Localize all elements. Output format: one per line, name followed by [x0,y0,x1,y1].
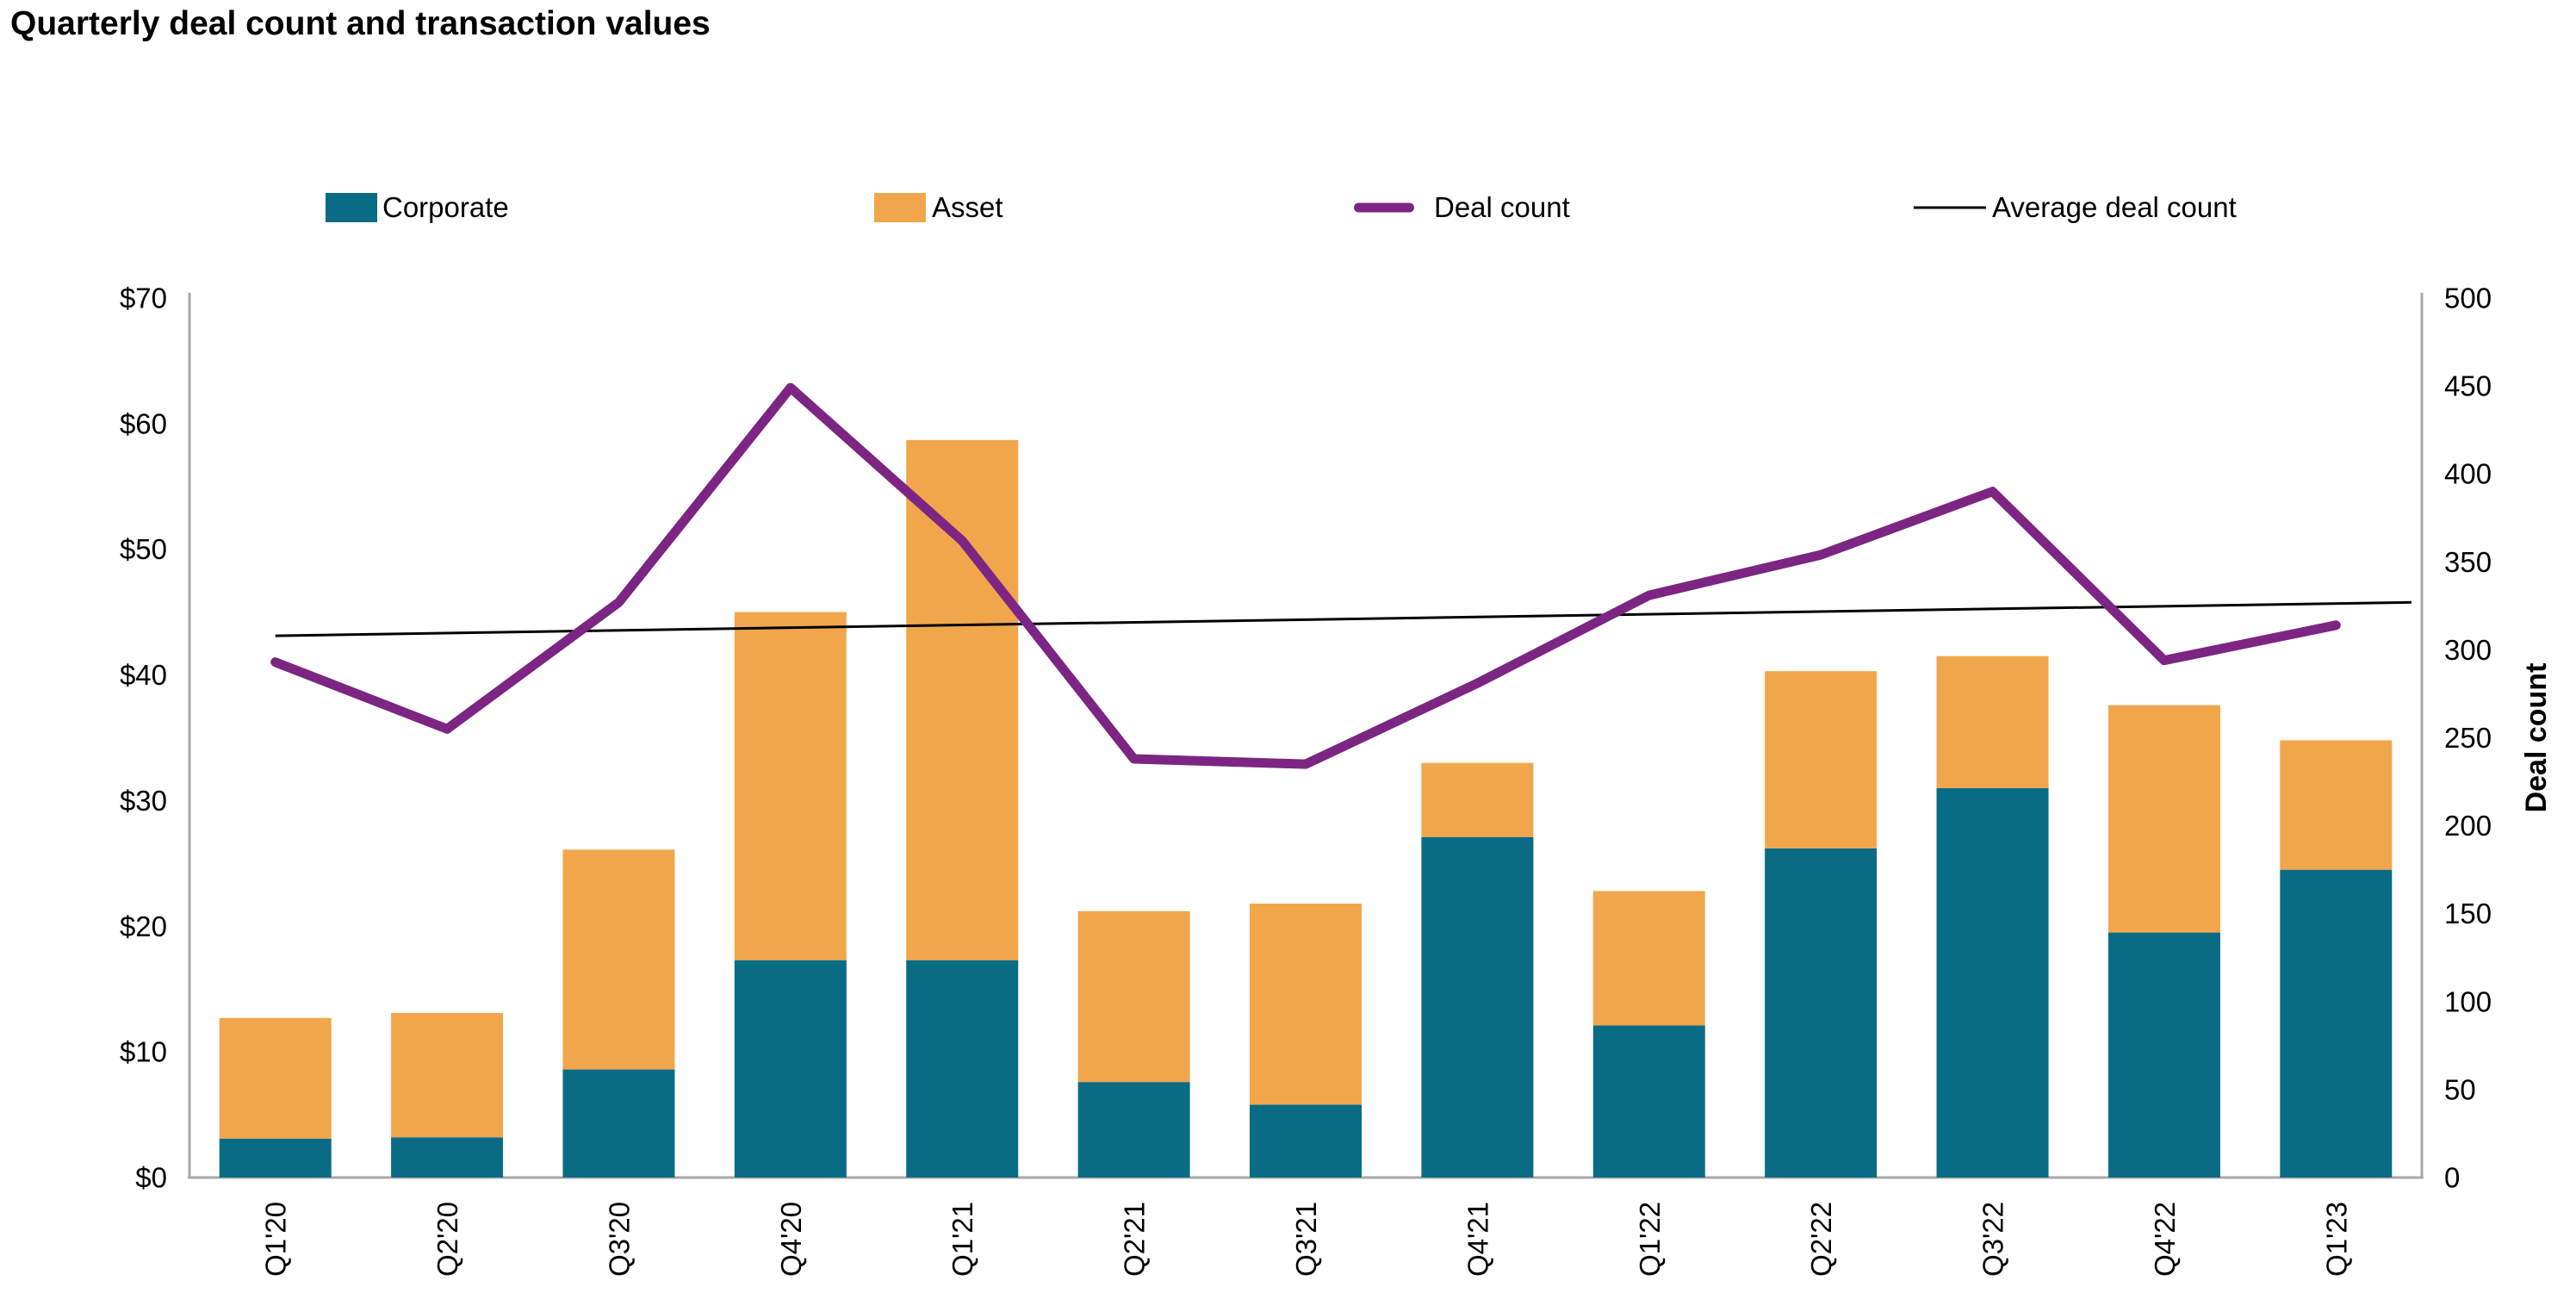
legend-deal-count-label: Deal count [1434,191,1570,223]
asset-bar-segment [1421,762,1534,837]
x-axis-label: Q4'20 [775,1202,807,1277]
right-axis-tick-label: 0 [2444,1162,2460,1194]
left-axis-tick-label: $30 [120,785,167,817]
right-axis-tick-label: 450 [2444,370,2492,402]
x-axis-label: Q1'22 [1634,1202,1666,1277]
corporate-bar-segment [1765,848,1878,1178]
corporate-bar-segment [1077,1082,1190,1178]
right-axis-tick-label: 200 [2444,810,2492,842]
legend-deal-count-swatch [1354,202,1414,213]
corporate-bar-segment [219,1138,332,1178]
corporate-bar-segment [1592,1025,1705,1178]
right-axis-title: Deal count [2520,663,2553,813]
right-axis-tick-label: 150 [2444,898,2492,929]
x-axis-label: Q1'20 [260,1202,292,1277]
right-axis-tick-label: 500 [2444,283,2492,314]
asset-bar-segment [1765,671,1878,848]
right-axis-tick-label: 400 [2444,458,2492,490]
legend-asset-label: Asset [932,191,1003,223]
left-axis-tick-label: $40 [120,659,167,691]
x-axis-label: Q3'21 [1290,1202,1322,1277]
x-axis-label: Q3'22 [1977,1202,2009,1277]
x-axis-label: Q4'21 [1462,1202,1493,1277]
corporate-bar-segment [1421,836,1534,1178]
left-axis-tick-label: $50 [120,533,167,565]
legend-average-deal-count-swatch [1914,206,1986,209]
right-axis-tick-label: 350 [2444,546,2492,578]
legend-corporate-label: Corporate [382,191,509,223]
x-axis-label: Q2'22 [1805,1202,1837,1277]
corporate-bar-segment [562,1069,675,1178]
asset-bar-segment [734,612,847,960]
x-axis-label: Q4'22 [2149,1202,2181,1277]
asset-bar-segment [562,849,675,1070]
right-axis-tick-label: 250 [2444,722,2492,754]
corporate-bar-segment [391,1137,504,1178]
chart-title: Quarterly deal count and transaction val… [10,5,711,42]
asset-bar-segment [2280,740,2393,870]
asset-bar-segment [1250,904,1362,1105]
x-axis-label: Q2'21 [1119,1202,1151,1277]
asset-bar-segment [219,1017,332,1139]
x-axis-label: Q1'21 [947,1202,978,1277]
left-axis-tick-label: $0 [135,1162,167,1194]
asset-bar-segment [1592,891,1705,1026]
average-deal-count-line [275,600,2412,637]
asset-bar-segment [1077,910,1190,1083]
asset-bar-segment [391,1012,504,1138]
corporate-bar-segment [2280,869,2393,1178]
x-axis-label: Q2'20 [431,1202,463,1277]
right-axis-tick-label: 50 [2444,1073,2476,1105]
x-axis-label: Q1'23 [2320,1202,2352,1277]
asset-bar-segment [2107,705,2220,933]
left-axis-tick-label: $70 [120,283,167,314]
legend-average-deal-count-label: Average deal count [1992,191,2237,223]
right-axis-tick-label: 100 [2444,985,2492,1017]
asset-bar-segment [906,439,1019,960]
corporate-bar-segment [906,960,1019,1178]
deal-count-line [270,382,2341,769]
legend-corporate-swatch [326,193,377,222]
corporate-bar-segment [734,960,847,1178]
left-axis-tick-label: $10 [120,1036,167,1068]
x-axis-label: Q3'20 [603,1202,635,1277]
right-axis-tick-label: 300 [2444,634,2492,666]
corporate-bar-segment [1936,787,2049,1178]
corporate-bar-segment [1250,1104,1362,1178]
legend-asset-swatch [874,193,926,222]
corporate-bar-segment [2107,932,2220,1178]
asset-bar-segment [1936,656,2049,788]
left-axis-tick-label: $60 [120,407,167,439]
left-axis-tick-label: $20 [120,910,167,942]
